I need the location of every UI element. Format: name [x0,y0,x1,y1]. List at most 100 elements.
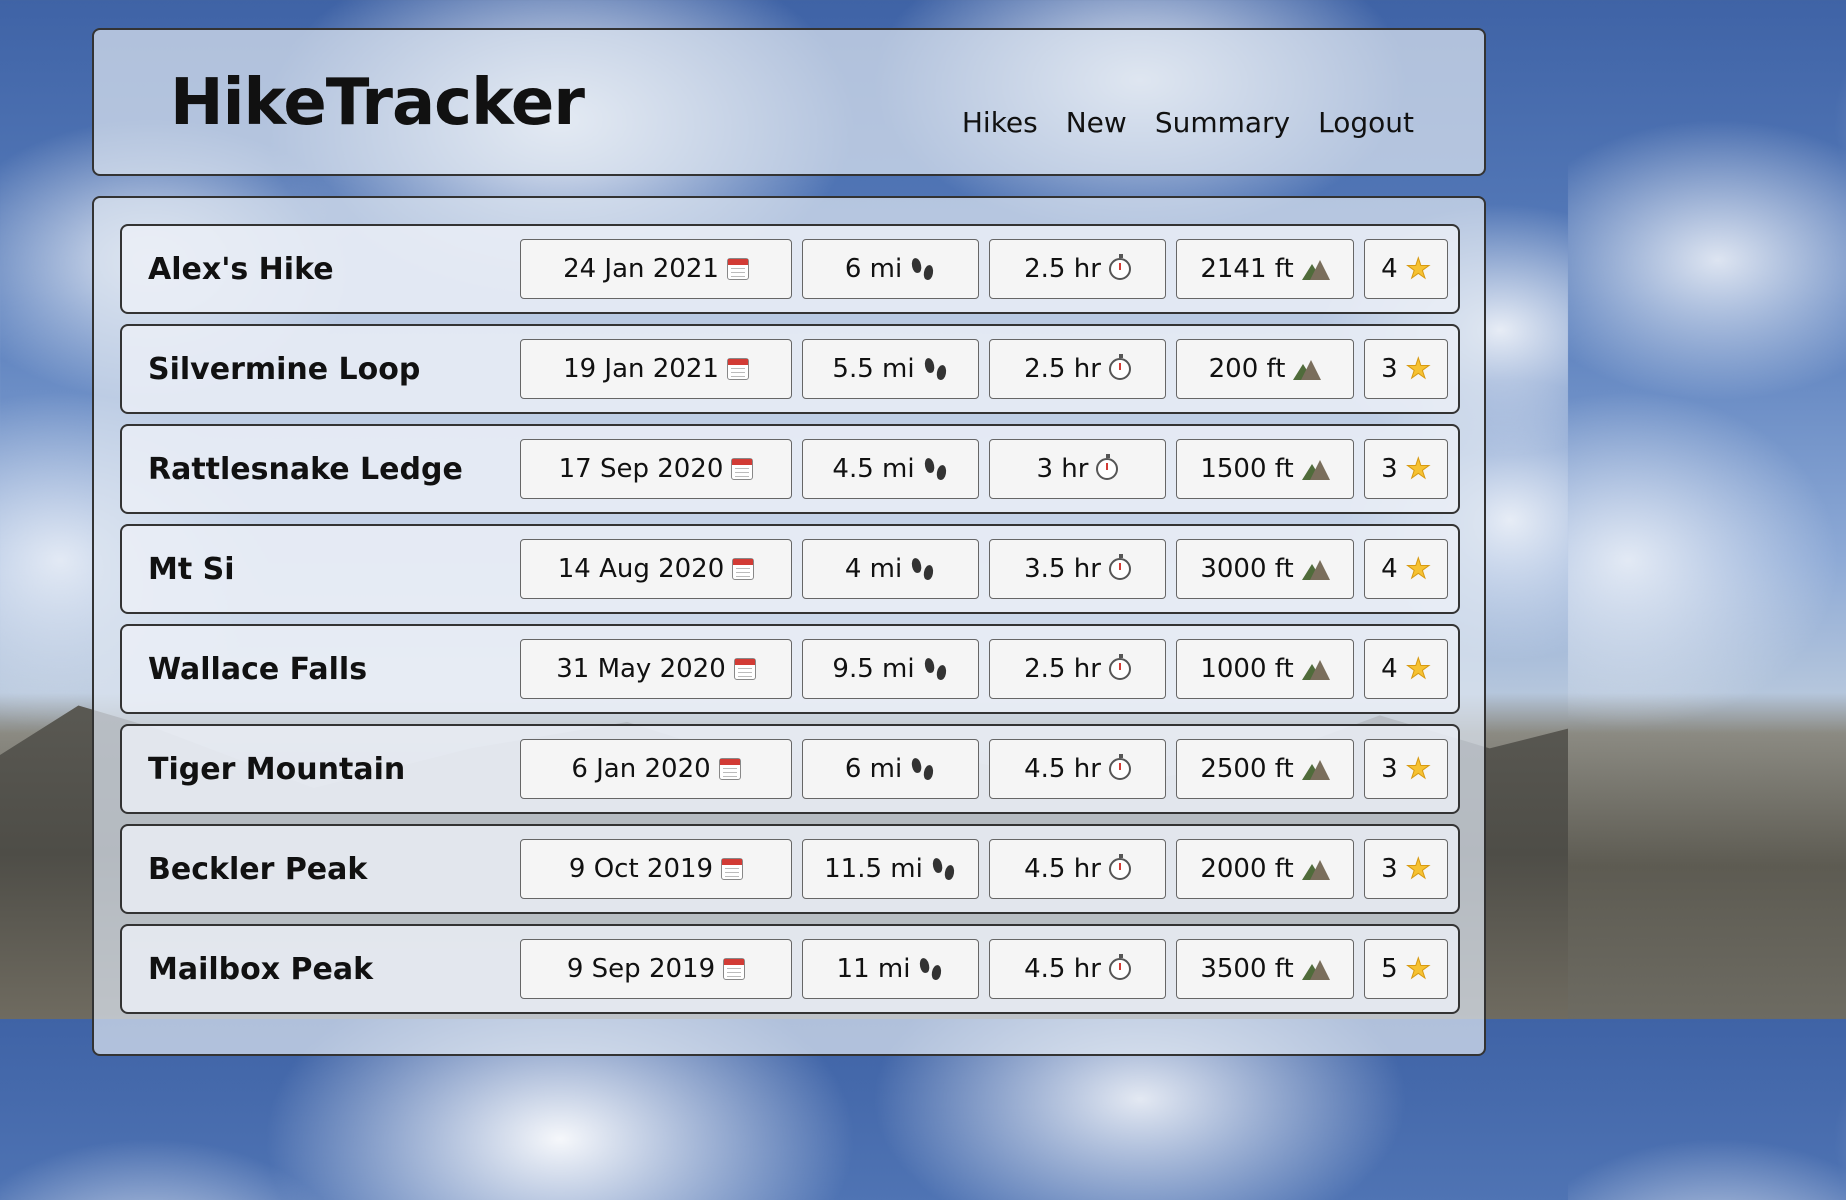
mountain-icon [1301,658,1330,680]
mountain-icon [1301,858,1330,880]
hike-rating: 4 ★ [1364,239,1448,299]
hike-duration: 4.5 hr [989,739,1166,799]
hike-elevation: 1000 ft [1176,639,1354,699]
hike-name[interactable]: Rattlesnake Ledge [148,452,463,487]
hike-name[interactable]: Mailbox Peak [148,952,374,987]
nav-hikes[interactable]: Hikes [961,106,1038,139]
hike-duration: 2.5 hr [989,239,1166,299]
star-icon: ★ [1405,552,1431,585]
hike-distance: 4.5 mi [802,439,979,499]
main-nav: Hikes New Summary Logout [962,106,1414,139]
footprints-icon [910,756,936,782]
hike-elevation: 2500 ft [1176,739,1354,799]
hike-row[interactable]: Rattlesnake Ledge 17 Sep 2020 4.5 mi 3 h… [120,424,1460,514]
hike-distance: 11.5 mi [802,839,979,899]
mountain-icon [1301,758,1330,780]
hike-name[interactable]: Alex's Hike [148,252,334,287]
hike-row[interactable]: Alex's Hike 24 Jan 2021 6 mi 2.5 hr 2141… [120,224,1460,314]
hike-rating: 4 ★ [1364,539,1448,599]
footprints-icon [923,356,949,382]
stopwatch-icon [1108,354,1131,380]
hike-rating: 3 ★ [1364,339,1448,399]
hike-rating: 4 ★ [1364,639,1448,699]
hike-row[interactable]: Beckler Peak 9 Oct 2019 11.5 mi 4.5 hr 2… [120,824,1460,914]
hike-row[interactable]: Silvermine Loop 19 Jan 2021 5.5 mi 2.5 h… [120,324,1460,414]
hike-list: Alex's Hike 24 Jan 2021 6 mi 2.5 hr 2141… [92,196,1486,1056]
footprints-icon [910,256,936,282]
hike-date: 31 May 2020 [520,639,792,699]
footprints-icon [923,456,949,482]
hike-duration: 3 hr [989,439,1166,499]
footprints-icon [923,656,949,682]
hike-row[interactable]: Tiger Mountain 6 Jan 2020 6 mi 4.5 hr 25… [120,724,1460,814]
nav-summary[interactable]: Summary [1154,106,1291,139]
hike-date: 19 Jan 2021 [520,339,792,399]
hike-duration: 4.5 hr [989,939,1166,999]
hike-elevation: 3000 ft [1176,539,1354,599]
nav-new[interactable]: New [1065,106,1127,139]
star-icon: ★ [1405,852,1431,885]
hike-date: 24 Jan 2021 [520,239,792,299]
calendar-icon [726,358,749,380]
hike-rating: 5 ★ [1364,939,1448,999]
calendar-icon [732,558,755,580]
stopwatch-icon [1096,454,1119,480]
hike-name[interactable]: Beckler Peak [148,852,368,887]
app-title: HikeTracker [170,66,585,140]
hike-row[interactable]: Mailbox Peak 9 Sep 2019 11 mi 4.5 hr 350… [120,924,1460,1014]
stopwatch-icon [1108,954,1131,980]
hike-distance: 4 mi [802,539,979,599]
nav-logout[interactable]: Logout [1318,106,1414,139]
mountain-icon [1301,258,1330,280]
hike-duration: 4.5 hr [989,839,1166,899]
calendar-icon [723,958,746,980]
star-icon: ★ [1405,952,1431,985]
star-icon: ★ [1405,452,1431,485]
hike-elevation: 200 ft [1176,339,1354,399]
hike-date: 9 Sep 2019 [520,939,792,999]
hike-date: 9 Oct 2019 [520,839,792,899]
star-icon: ★ [1405,652,1431,685]
mountain-icon [1301,558,1330,580]
mountain-icon [1301,458,1330,480]
stopwatch-icon [1108,554,1131,580]
hike-duration: 3.5 hr [989,539,1166,599]
hike-name[interactable]: Mt Si [148,552,235,587]
hike-name[interactable]: Wallace Falls [148,652,368,687]
app-header: HikeTracker Hikes New Summary Logout [92,28,1486,176]
stopwatch-icon [1108,254,1131,280]
hike-date: 17 Sep 2020 [520,439,792,499]
hike-date: 14 Aug 2020 [520,539,792,599]
mountain-icon [1301,958,1330,980]
star-icon: ★ [1405,352,1431,385]
star-icon: ★ [1405,252,1431,285]
hike-distance: 6 mi [802,239,979,299]
hike-elevation: 1500 ft [1176,439,1354,499]
calendar-icon [731,458,754,480]
hike-date: 6 Jan 2020 [520,739,792,799]
hike-distance: 6 mi [802,739,979,799]
calendar-icon [721,858,744,880]
footprints-icon [910,556,936,582]
calendar-icon [726,258,749,280]
hike-distance: 11 mi [802,939,979,999]
hike-duration: 2.5 hr [989,339,1166,399]
hike-elevation: 2141 ft [1176,239,1354,299]
hike-rating: 3 ★ [1364,839,1448,899]
hike-row[interactable]: Wallace Falls 31 May 2020 9.5 mi 2.5 hr … [120,624,1460,714]
hike-elevation: 2000 ft [1176,839,1354,899]
hike-distance: 9.5 mi [802,639,979,699]
calendar-icon [718,758,741,780]
stopwatch-icon [1108,754,1131,780]
hike-name[interactable]: Tiger Mountain [148,752,406,787]
hike-elevation: 3500 ft [1176,939,1354,999]
footprints-icon [918,956,944,982]
hike-rating: 3 ★ [1364,739,1448,799]
stopwatch-icon [1108,654,1131,680]
stopwatch-icon [1108,854,1131,880]
hike-name[interactable]: Silvermine Loop [148,352,421,387]
star-icon: ★ [1405,752,1431,785]
hike-duration: 2.5 hr [989,639,1166,699]
footprints-icon [931,856,957,882]
hike-row[interactable]: Mt Si 14 Aug 2020 4 mi 3.5 hr 3000 ft 4 ★ [120,524,1460,614]
